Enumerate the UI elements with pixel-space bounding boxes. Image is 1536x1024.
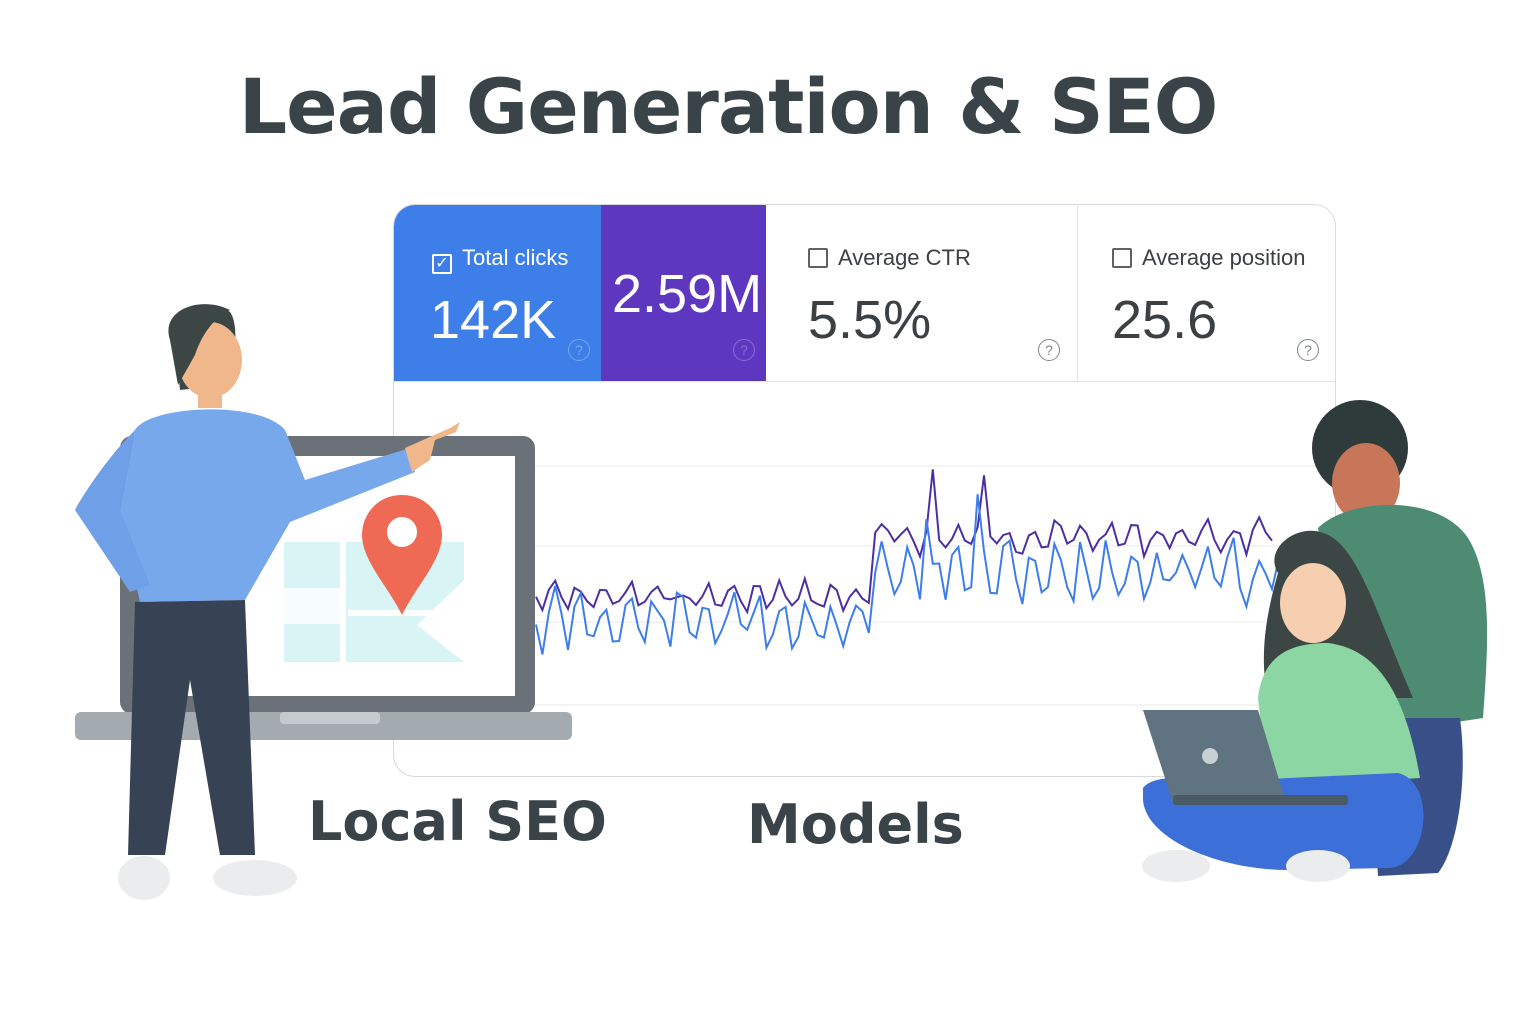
metric-value: 142K <box>430 290 557 350</box>
metric-card-total-clicks[interactable]: ✓ Total clicks 142K ? <box>394 205 601 381</box>
checkbox-icon[interactable] <box>808 248 828 268</box>
sitting-people-illustration <box>1142 400 1488 882</box>
metric-label: Total clicks <box>462 245 569 270</box>
checkbox-icon[interactable]: ✓ <box>432 254 452 274</box>
person-pointing-illustration <box>75 304 460 900</box>
label-local-seo: Local SEO <box>308 790 607 853</box>
help-icon[interactable]: ? <box>1297 339 1319 361</box>
metric-value: 5.5% <box>808 290 932 350</box>
metric-label: Average CTR <box>838 245 971 270</box>
metric-label: Average position <box>1142 245 1306 270</box>
metric-card-impressions[interactable]: 2.59M ? <box>601 205 766 381</box>
search-console-panel: ✓ Total clicks 142K ? 2.59M ? Average CTR… <box>393 204 1336 777</box>
metric-value: 2.59M <box>612 264 763 324</box>
metric-cards: ✓ Total clicks 142K ? 2.59M ? Average CTR… <box>394 205 1335 382</box>
help-icon[interactable]: ? <box>568 339 590 361</box>
label-models: Models <box>747 793 964 856</box>
metric-value: 25.6 <box>1112 290 1218 350</box>
performance-chart <box>394 465 1335 706</box>
help-icon[interactable]: ? <box>733 339 755 361</box>
metric-card-average-position[interactable]: Average position 25.6 ? <box>1077 205 1335 381</box>
checkbox-icon[interactable] <box>1112 248 1132 268</box>
help-icon[interactable]: ? <box>1038 339 1060 361</box>
map-pin-icon <box>362 495 442 615</box>
page-title: Lead Generation & SEO <box>238 62 1219 151</box>
impressions-line <box>535 469 1273 615</box>
clicks-line <box>535 494 1299 655</box>
metric-card-average-ctr[interactable]: Average CTR 5.5% ? <box>766 205 1077 381</box>
